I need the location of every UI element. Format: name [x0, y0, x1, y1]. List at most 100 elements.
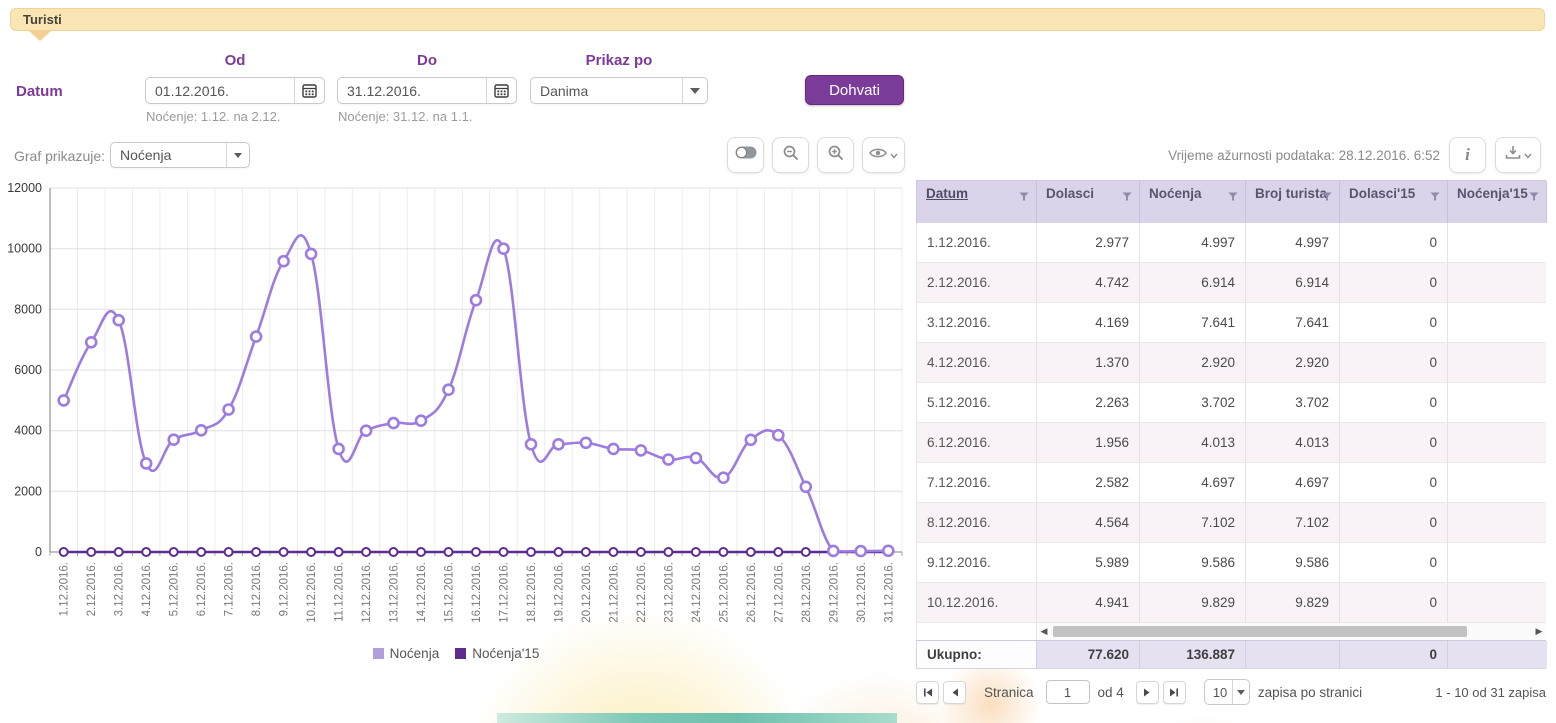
chart-toggle-button[interactable] — [727, 137, 764, 173]
table-row[interactable]: 7.12.2016.2.5824.6974.6970 — [916, 463, 1546, 503]
table-row[interactable]: 10.12.2016.4.9419.8299.8290 — [916, 583, 1546, 623]
module-tab-label: Turisti — [23, 12, 62, 27]
date-from-hint: Noćenje: 1.12. na 2.12. — [146, 109, 280, 124]
svg-text:21.12.2016.: 21.12.2016. — [608, 562, 620, 623]
date-from-input[interactable] — [146, 78, 294, 103]
cell-datum: 9.12.2016. — [917, 543, 1037, 582]
cell-value: 2.263 — [1037, 383, 1140, 422]
data-point — [279, 256, 289, 266]
svg-text:2000: 2000 — [14, 484, 42, 498]
vertical-gridlines — [50, 188, 902, 556]
data-point — [141, 458, 151, 468]
svg-text:2.12.2016.: 2.12.2016. — [86, 562, 98, 616]
table-row[interactable]: 9.12.2016.5.9899.5869.5860 — [916, 543, 1546, 583]
table-row[interactable]: 6.12.2016.1.9564.0134.0130 — [916, 423, 1546, 463]
cell-value: 4.997 — [1140, 223, 1246, 262]
series-visibility-button[interactable] — [862, 137, 905, 173]
last-page-button[interactable] — [1163, 681, 1186, 704]
scrollbar-track[interactable] — [1051, 625, 1532, 638]
table-row[interactable]: 8.12.2016.4.5647.1027.1020 — [916, 503, 1546, 543]
horizontal-scrollbar[interactable]: ◀ ▶ — [1037, 623, 1546, 640]
info-button[interactable]: i — [1449, 137, 1486, 173]
cell-value: 0 — [1340, 463, 1448, 502]
page-number-input[interactable] — [1046, 680, 1090, 704]
chevron-down-icon — [683, 78, 707, 103]
column-label: Noćenja — [1149, 186, 1202, 201]
column-header-broj-turista[interactable]: Broj turista — [1246, 181, 1340, 223]
cell-value: 0 — [1340, 303, 1448, 342]
data-point — [499, 244, 509, 254]
svg-text:8000: 8000 — [14, 302, 42, 316]
graf-prikazuje-dropdown[interactable]: Noćenja — [110, 142, 250, 168]
first-page-button[interactable] — [916, 681, 939, 704]
cell-value — [1448, 343, 1547, 382]
cell-value: 3.702 — [1246, 383, 1340, 422]
column-header-dolasci-15[interactable]: Dolasci'15 — [1340, 181, 1448, 223]
table-header-row: DatumDolasci Noćenja Broj turistaDolasci'1… — [916, 180, 1546, 223]
cell-value: 7.641 — [1140, 303, 1246, 342]
data-point — [170, 548, 178, 556]
data-point — [608, 444, 618, 454]
data-point — [115, 548, 123, 556]
data-point — [554, 439, 564, 449]
data-point — [500, 548, 508, 556]
page-size-dropdown[interactable]: 10 — [1204, 679, 1250, 705]
data-point — [609, 548, 617, 556]
download-icon — [1505, 145, 1521, 165]
table-row[interactable]: 4.12.2016.1.3702.9202.9200 — [916, 343, 1546, 383]
data-point — [224, 405, 234, 415]
module-tab-bar[interactable]: Turisti — [10, 8, 1545, 31]
prikaz-po-dropdown[interactable]: Danima — [530, 77, 708, 104]
table-row[interactable]: 2.12.2016.4.7426.9146.9140 — [916, 263, 1546, 303]
legend-item-nocenja[interactable]: Noćenja — [373, 646, 440, 661]
calendar-icon[interactable] — [487, 78, 516, 103]
table-row[interactable]: 1.12.2016.2.9774.9974.9970 — [916, 223, 1546, 263]
legend-item-nocenja15[interactable]: Noćenja'15 — [455, 646, 539, 661]
table-body: 1.12.2016.2.9774.9974.99702.12.2016.4.74… — [916, 223, 1546, 623]
data-point — [445, 548, 453, 556]
svg-text:30.12.2016.: 30.12.2016. — [856, 562, 868, 623]
date-to-input[interactable] — [338, 78, 486, 103]
zoom-in-button[interactable] — [817, 137, 854, 173]
svg-text:4.12.2016.: 4.12.2016. — [141, 562, 153, 616]
next-page-button[interactable] — [1136, 681, 1159, 704]
cell-value — [1448, 263, 1547, 302]
chart-canvas[interactable]: 0200040006000800010000120001.12.2016.2.1… — [2, 180, 914, 652]
series-1 — [60, 548, 893, 556]
data-point — [747, 548, 755, 556]
data-point — [856, 546, 866, 556]
calendar-icon[interactable] — [295, 78, 324, 103]
data-point — [582, 548, 590, 556]
zoom-out-button[interactable] — [772, 137, 809, 173]
table-row[interactable]: 5.12.2016.2.2633.7023.7020 — [916, 383, 1546, 423]
scroll-right-icon[interactable]: ▶ — [1532, 623, 1546, 640]
data-point — [718, 473, 728, 483]
table-row[interactable]: 3.12.2016.4.1697.6417.6410 — [916, 303, 1546, 343]
cell-value: 4.013 — [1246, 423, 1340, 462]
svg-text:10.12.2016.: 10.12.2016. — [306, 562, 318, 623]
cell-value: 9.829 — [1140, 583, 1246, 622]
column-header-no-enja-15[interactable]: Noćenja'15 — [1448, 181, 1547, 223]
line-chart[interactable]: 0200040006000800010000120001.12.2016.2.1… — [2, 180, 914, 652]
pagination-bar: Stranica od 4 10 zapisa po stranici 1 - … — [916, 679, 1546, 705]
column-header-datum[interactable]: Datum — [917, 181, 1037, 223]
data-point — [555, 548, 563, 556]
download-button[interactable] — [1495, 137, 1541, 173]
column-header-dolasci[interactable]: Dolasci — [1037, 181, 1140, 223]
cell-value: 4.742 — [1037, 263, 1140, 302]
svg-text:8.12.2016.: 8.12.2016. — [251, 562, 263, 616]
cell-datum: 10.12.2016. — [917, 583, 1037, 622]
date-from-box — [145, 77, 325, 104]
stranica-label: Stranica — [984, 685, 1034, 700]
chart-legend: Noćenja Noćenja'15 — [0, 646, 912, 661]
scrollbar-thumb[interactable] — [1053, 626, 1467, 637]
data-point — [636, 445, 646, 455]
data-point — [663, 455, 673, 465]
info-icon: i — [1465, 145, 1470, 165]
column-header-no-enja[interactable]: Noćenja — [1140, 181, 1246, 223]
scroll-left-icon[interactable]: ◀ — [1037, 623, 1051, 640]
table-hscrollbar-row: ◀ ▶ — [916, 623, 1546, 640]
zoom-out-icon — [783, 145, 799, 166]
dohvati-button[interactable]: Dohvati — [805, 75, 904, 105]
previous-page-button[interactable] — [943, 681, 966, 704]
